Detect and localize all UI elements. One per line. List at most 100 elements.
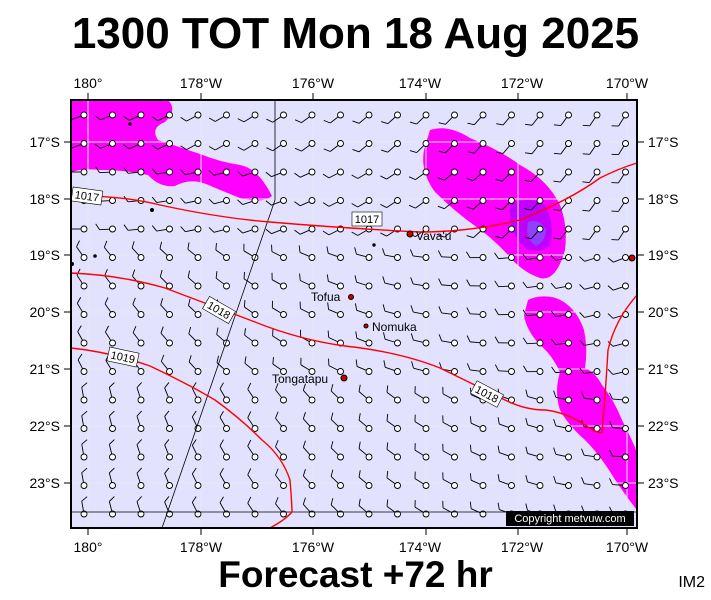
wind-barb bbox=[294, 197, 316, 207]
svg-text:174°W: 174°W bbox=[399, 539, 442, 555]
wind-barb bbox=[322, 168, 344, 179]
wind-barb bbox=[438, 111, 458, 125]
wind-barb bbox=[108, 410, 116, 432]
place-label-tongatapu: Tongatapu bbox=[272, 372, 328, 386]
wind-barb bbox=[351, 168, 373, 179]
wind-barb bbox=[327, 302, 344, 318]
wind-barb bbox=[351, 197, 373, 208]
wind-barb bbox=[243, 271, 259, 290]
svg-text:170°W: 170°W bbox=[606, 75, 649, 91]
wind-barb bbox=[358, 498, 373, 518]
wind-barb bbox=[495, 197, 515, 211]
wind-barb bbox=[551, 338, 572, 347]
copyright-text: Copyright metvuw.com bbox=[514, 513, 625, 525]
wind-barb bbox=[386, 413, 401, 432]
wind-barb bbox=[80, 496, 88, 518]
wind-barb bbox=[522, 253, 544, 261]
wind-barb bbox=[550, 254, 572, 261]
wind-barb bbox=[437, 197, 458, 210]
wind-barb bbox=[611, 225, 629, 241]
wind-barb bbox=[191, 467, 202, 489]
wind-barb bbox=[582, 111, 601, 127]
wind-barb bbox=[266, 111, 287, 123]
wind-barb bbox=[164, 410, 173, 432]
wind-barb bbox=[298, 245, 316, 261]
wind-barb bbox=[108, 496, 116, 518]
wind-barb bbox=[609, 478, 629, 489]
wind-barb bbox=[164, 496, 173, 518]
wind-barb bbox=[164, 439, 173, 461]
wind-barb bbox=[208, 225, 230, 233]
wind-barb bbox=[131, 241, 145, 261]
wind-barb bbox=[408, 168, 430, 181]
wind-barb bbox=[579, 282, 601, 290]
wind-barb bbox=[382, 248, 401, 261]
wind-barb bbox=[352, 140, 373, 153]
wind-barb bbox=[525, 389, 544, 404]
wind-barb bbox=[80, 410, 88, 432]
wind-barb bbox=[497, 474, 515, 489]
wind-barb-field bbox=[71, 111, 629, 518]
wind-barb bbox=[383, 360, 401, 375]
wind-barb bbox=[237, 197, 259, 205]
wind-barb bbox=[442, 415, 458, 432]
wind-barb bbox=[607, 339, 629, 347]
wind-barb bbox=[495, 225, 515, 239]
svg-text:20°S: 20°S bbox=[29, 304, 60, 320]
svg-text:19°S: 19°S bbox=[648, 247, 679, 263]
wind-barb bbox=[71, 168, 88, 176]
wind-barb bbox=[243, 300, 259, 318]
wind-barb bbox=[247, 382, 259, 404]
wind-barb bbox=[496, 140, 515, 154]
svg-text:174°W: 174°W bbox=[399, 75, 442, 91]
wind-barb bbox=[151, 168, 173, 176]
wind-barb bbox=[382, 304, 401, 318]
wind-barb bbox=[553, 447, 572, 461]
wind-barb bbox=[136, 410, 145, 432]
wind-barb bbox=[244, 356, 259, 375]
wind-barb bbox=[187, 242, 202, 261]
wind-barb bbox=[414, 471, 430, 489]
wind-barb bbox=[611, 197, 629, 212]
wind-barb bbox=[94, 111, 116, 121]
wind-barb bbox=[523, 365, 544, 375]
wind-barb bbox=[208, 168, 230, 176]
lon-labels-top: 180° 178°W 176°W 174°W 172°W 170°W bbox=[74, 75, 649, 91]
wind-barb bbox=[469, 444, 487, 461]
wind-barb bbox=[275, 497, 287, 518]
wind-barb bbox=[104, 268, 116, 290]
wind-barb bbox=[611, 140, 629, 155]
wind-barb bbox=[94, 140, 116, 149]
wind-barb bbox=[247, 439, 259, 461]
wind-barb bbox=[164, 382, 173, 404]
chart-title: 1300 TOT Mon 18 Aug 2025 bbox=[71, 9, 640, 58]
wind-barb bbox=[191, 496, 202, 518]
wind-barb bbox=[496, 111, 515, 126]
svg-text:23°S: 23°S bbox=[29, 475, 60, 491]
wind-barb bbox=[77, 353, 88, 375]
wind-barb bbox=[466, 251, 487, 261]
wind-barb bbox=[187, 270, 202, 290]
wind-barb bbox=[609, 392, 629, 404]
wind-barb bbox=[409, 111, 430, 125]
wind-barb bbox=[409, 140, 430, 153]
wind-barb bbox=[382, 276, 401, 290]
wind-barb bbox=[381, 140, 401, 153]
wind-barb bbox=[330, 498, 344, 518]
wind-barb bbox=[582, 140, 601, 155]
wind-barb bbox=[244, 328, 259, 347]
wind-barb bbox=[299, 273, 316, 290]
wind-barb bbox=[80, 467, 88, 489]
wind-barb bbox=[411, 361, 430, 375]
place-label-tofua: Tofua bbox=[311, 290, 341, 304]
axis-ticks bbox=[64, 93, 644, 535]
wind-barb bbox=[108, 382, 116, 404]
wind-barb bbox=[466, 168, 487, 182]
wind-barb bbox=[247, 411, 259, 432]
wind-barb bbox=[103, 240, 116, 261]
wind-barb bbox=[550, 310, 572, 318]
wind-barb bbox=[300, 357, 316, 375]
svg-text:178°W: 178°W bbox=[180, 539, 223, 555]
wind-barb bbox=[323, 140, 344, 152]
wind-barb bbox=[525, 140, 544, 155]
